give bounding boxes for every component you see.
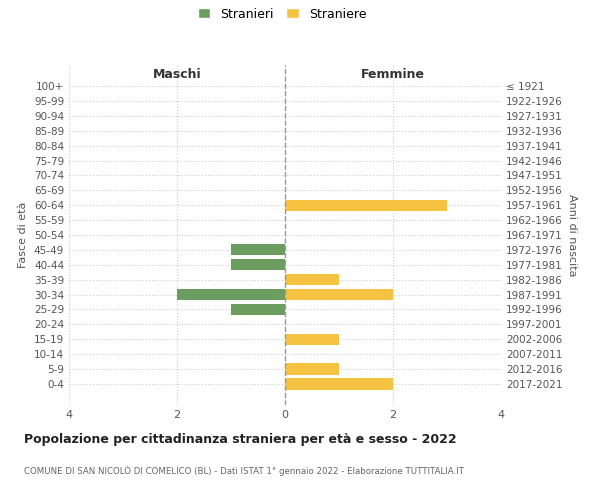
- Legend: Stranieri, Straniere: Stranieri, Straniere: [193, 2, 371, 26]
- Bar: [231, 259, 285, 270]
- Y-axis label: Anni di nascita: Anni di nascita: [566, 194, 577, 276]
- Bar: [177, 289, 285, 300]
- Text: COMUNE DI SAN NICOLÒ DI COMELICO (BL) - Dati ISTAT 1° gennaio 2022 - Elaborazion: COMUNE DI SAN NICOLÒ DI COMELICO (BL) - …: [24, 465, 464, 475]
- Text: Maschi: Maschi: [152, 68, 202, 80]
- Bar: [285, 289, 393, 300]
- Bar: [285, 334, 339, 345]
- Y-axis label: Fasce di età: Fasce di età: [19, 202, 28, 268]
- Text: Popolazione per cittadinanza straniera per età e sesso - 2022: Popolazione per cittadinanza straniera p…: [24, 432, 457, 446]
- Bar: [285, 200, 447, 211]
- Bar: [285, 274, 339, 285]
- Bar: [285, 378, 393, 390]
- Bar: [285, 364, 339, 374]
- Bar: [231, 244, 285, 256]
- Text: Femmine: Femmine: [361, 68, 425, 80]
- Bar: [231, 304, 285, 315]
